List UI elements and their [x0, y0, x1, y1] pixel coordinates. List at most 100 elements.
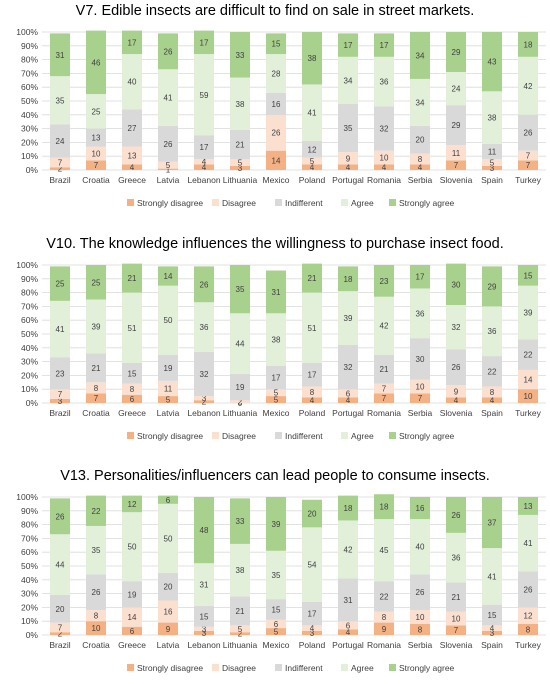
- bar-segment-disagree: [410, 153, 430, 165]
- data-label: 40: [416, 543, 425, 552]
- data-label: 26: [164, 47, 173, 56]
- data-label: 26: [524, 585, 533, 594]
- legend-swatch-strongly-agree: [389, 199, 396, 206]
- x-tick-label: Portugal: [332, 175, 364, 185]
- bar-segment-strongly-agree: [122, 263, 142, 293]
- x-tick-label: Romania: [367, 408, 401, 418]
- data-label: 21: [236, 607, 245, 616]
- data-label: 5: [238, 625, 243, 634]
- bar-segment-disagree: [338, 152, 358, 165]
- data-label: 4: [382, 163, 387, 172]
- data-label: 25: [56, 280, 65, 289]
- data-label: 4: [418, 163, 423, 172]
- data-label: 17: [380, 41, 389, 50]
- bar-segment-strongly-agree: [518, 32, 538, 57]
- bar-segment-strongly-disagree: [194, 630, 214, 635]
- data-label: 50: [128, 543, 137, 552]
- data-label: 12: [524, 612, 533, 621]
- data-label: 8: [526, 625, 531, 634]
- data-label: 7: [454, 161, 459, 170]
- bar-segment-strongly-disagree: [194, 400, 214, 403]
- bar-segment-strongly-agree: [338, 495, 358, 521]
- bar-segment-disagree: [230, 625, 250, 633]
- x-tick-label: Slovenia: [440, 408, 473, 418]
- x-tick-label: Latvia: [157, 640, 180, 650]
- data-label: 13: [128, 152, 137, 161]
- x-tick-label: Greece: [118, 175, 146, 185]
- x-tick-label: Turkey: [515, 640, 541, 650]
- data-label: 3: [202, 394, 207, 403]
- data-label: 50: [164, 316, 173, 325]
- data-label: 9: [382, 625, 387, 634]
- bar-segment-indifferent: [302, 141, 322, 158]
- data-label: 16: [164, 608, 173, 617]
- bar-segment-indifferent: [410, 574, 430, 611]
- bar-segment-indifferent: [410, 125, 430, 154]
- bar-segment-disagree: [374, 611, 394, 623]
- y-tick-label: 30%: [21, 357, 38, 367]
- bar-segment-disagree: [86, 382, 106, 394]
- bar-segment-agree: [86, 299, 106, 354]
- bar-segment-disagree: [518, 150, 538, 161]
- data-label: 4: [310, 396, 315, 405]
- bar-segment-agree: [230, 543, 250, 597]
- bar-segment-strongly-agree: [158, 33, 178, 70]
- data-label: 26: [56, 512, 65, 521]
- data-label: 4: [346, 163, 351, 172]
- data-label: 5: [238, 158, 243, 167]
- bar-segment-disagree: [158, 380, 178, 397]
- bar-segment-strongly-disagree: [86, 621, 106, 635]
- data-label: 1: [166, 165, 171, 174]
- bar-segment-strongly-agree: [410, 497, 430, 520]
- data-label: 20: [416, 136, 425, 145]
- data-label: 4: [490, 396, 495, 405]
- data-label: 25: [92, 107, 101, 116]
- bar-segment-agree: [518, 514, 538, 572]
- legend-label-strongly-agree: Strongly agree: [399, 198, 455, 208]
- data-label: 5: [166, 396, 171, 405]
- bar-segment-strongly-disagree: [482, 165, 502, 170]
- bar-segment-disagree: [266, 389, 286, 397]
- data-label: 15: [128, 369, 137, 378]
- data-label: 7: [454, 626, 459, 635]
- data-label: 37: [488, 519, 497, 528]
- x-tick-label: Poland: [299, 640, 326, 650]
- bar-segment-strongly-agree: [230, 32, 250, 78]
- legend-swatch-agree: [341, 432, 348, 439]
- data-label: 7: [94, 161, 99, 170]
- bar-segment-disagree: [266, 619, 286, 629]
- bar-segment-indifferent: [50, 357, 70, 390]
- data-label: 22: [488, 367, 497, 376]
- data-label: 59: [200, 91, 209, 100]
- y-tick-label: 30%: [21, 124, 38, 134]
- bar-segment-disagree: [410, 379, 430, 394]
- bar-segment-strongly-disagree: [338, 164, 358, 170]
- data-label: 44: [56, 561, 65, 570]
- bar-segment-indifferent: [122, 362, 142, 384]
- chart-title: V7. Edible insects are difficult to find…: [76, 3, 475, 19]
- legend-swatch-strongly-disagree: [127, 664, 134, 671]
- legend-label-strongly-disagree: Strongly disagree: [137, 198, 203, 208]
- legend-label-disagree: Disagree: [222, 198, 256, 208]
- bar-segment-strongly-agree: [122, 30, 142, 55]
- bar-segment-disagree: [374, 150, 394, 165]
- bar-segment-agree: [410, 78, 430, 126]
- data-label: 19: [128, 590, 137, 599]
- data-label: 3: [490, 629, 495, 638]
- data-label: 39: [272, 520, 281, 529]
- data-label: 12: [308, 145, 317, 154]
- data-label: 26: [524, 129, 533, 138]
- legend-label-strongly-disagree: Strongly disagree: [137, 663, 203, 673]
- data-label: 3: [202, 625, 207, 634]
- data-label: 42: [344, 545, 353, 554]
- x-tick-label: Romania: [367, 175, 401, 185]
- bar-segment-strongly-disagree: [338, 397, 358, 403]
- data-label: 17: [308, 610, 317, 619]
- data-label: 18: [380, 503, 389, 512]
- bar-segment-strongly-disagree: [374, 622, 394, 635]
- legend-swatch-agree: [341, 199, 348, 206]
- y-tick-label: 70%: [21, 533, 38, 543]
- bar-segment-indifferent: [482, 143, 502, 159]
- data-label: 29: [488, 282, 497, 291]
- data-label: 2: [202, 398, 207, 407]
